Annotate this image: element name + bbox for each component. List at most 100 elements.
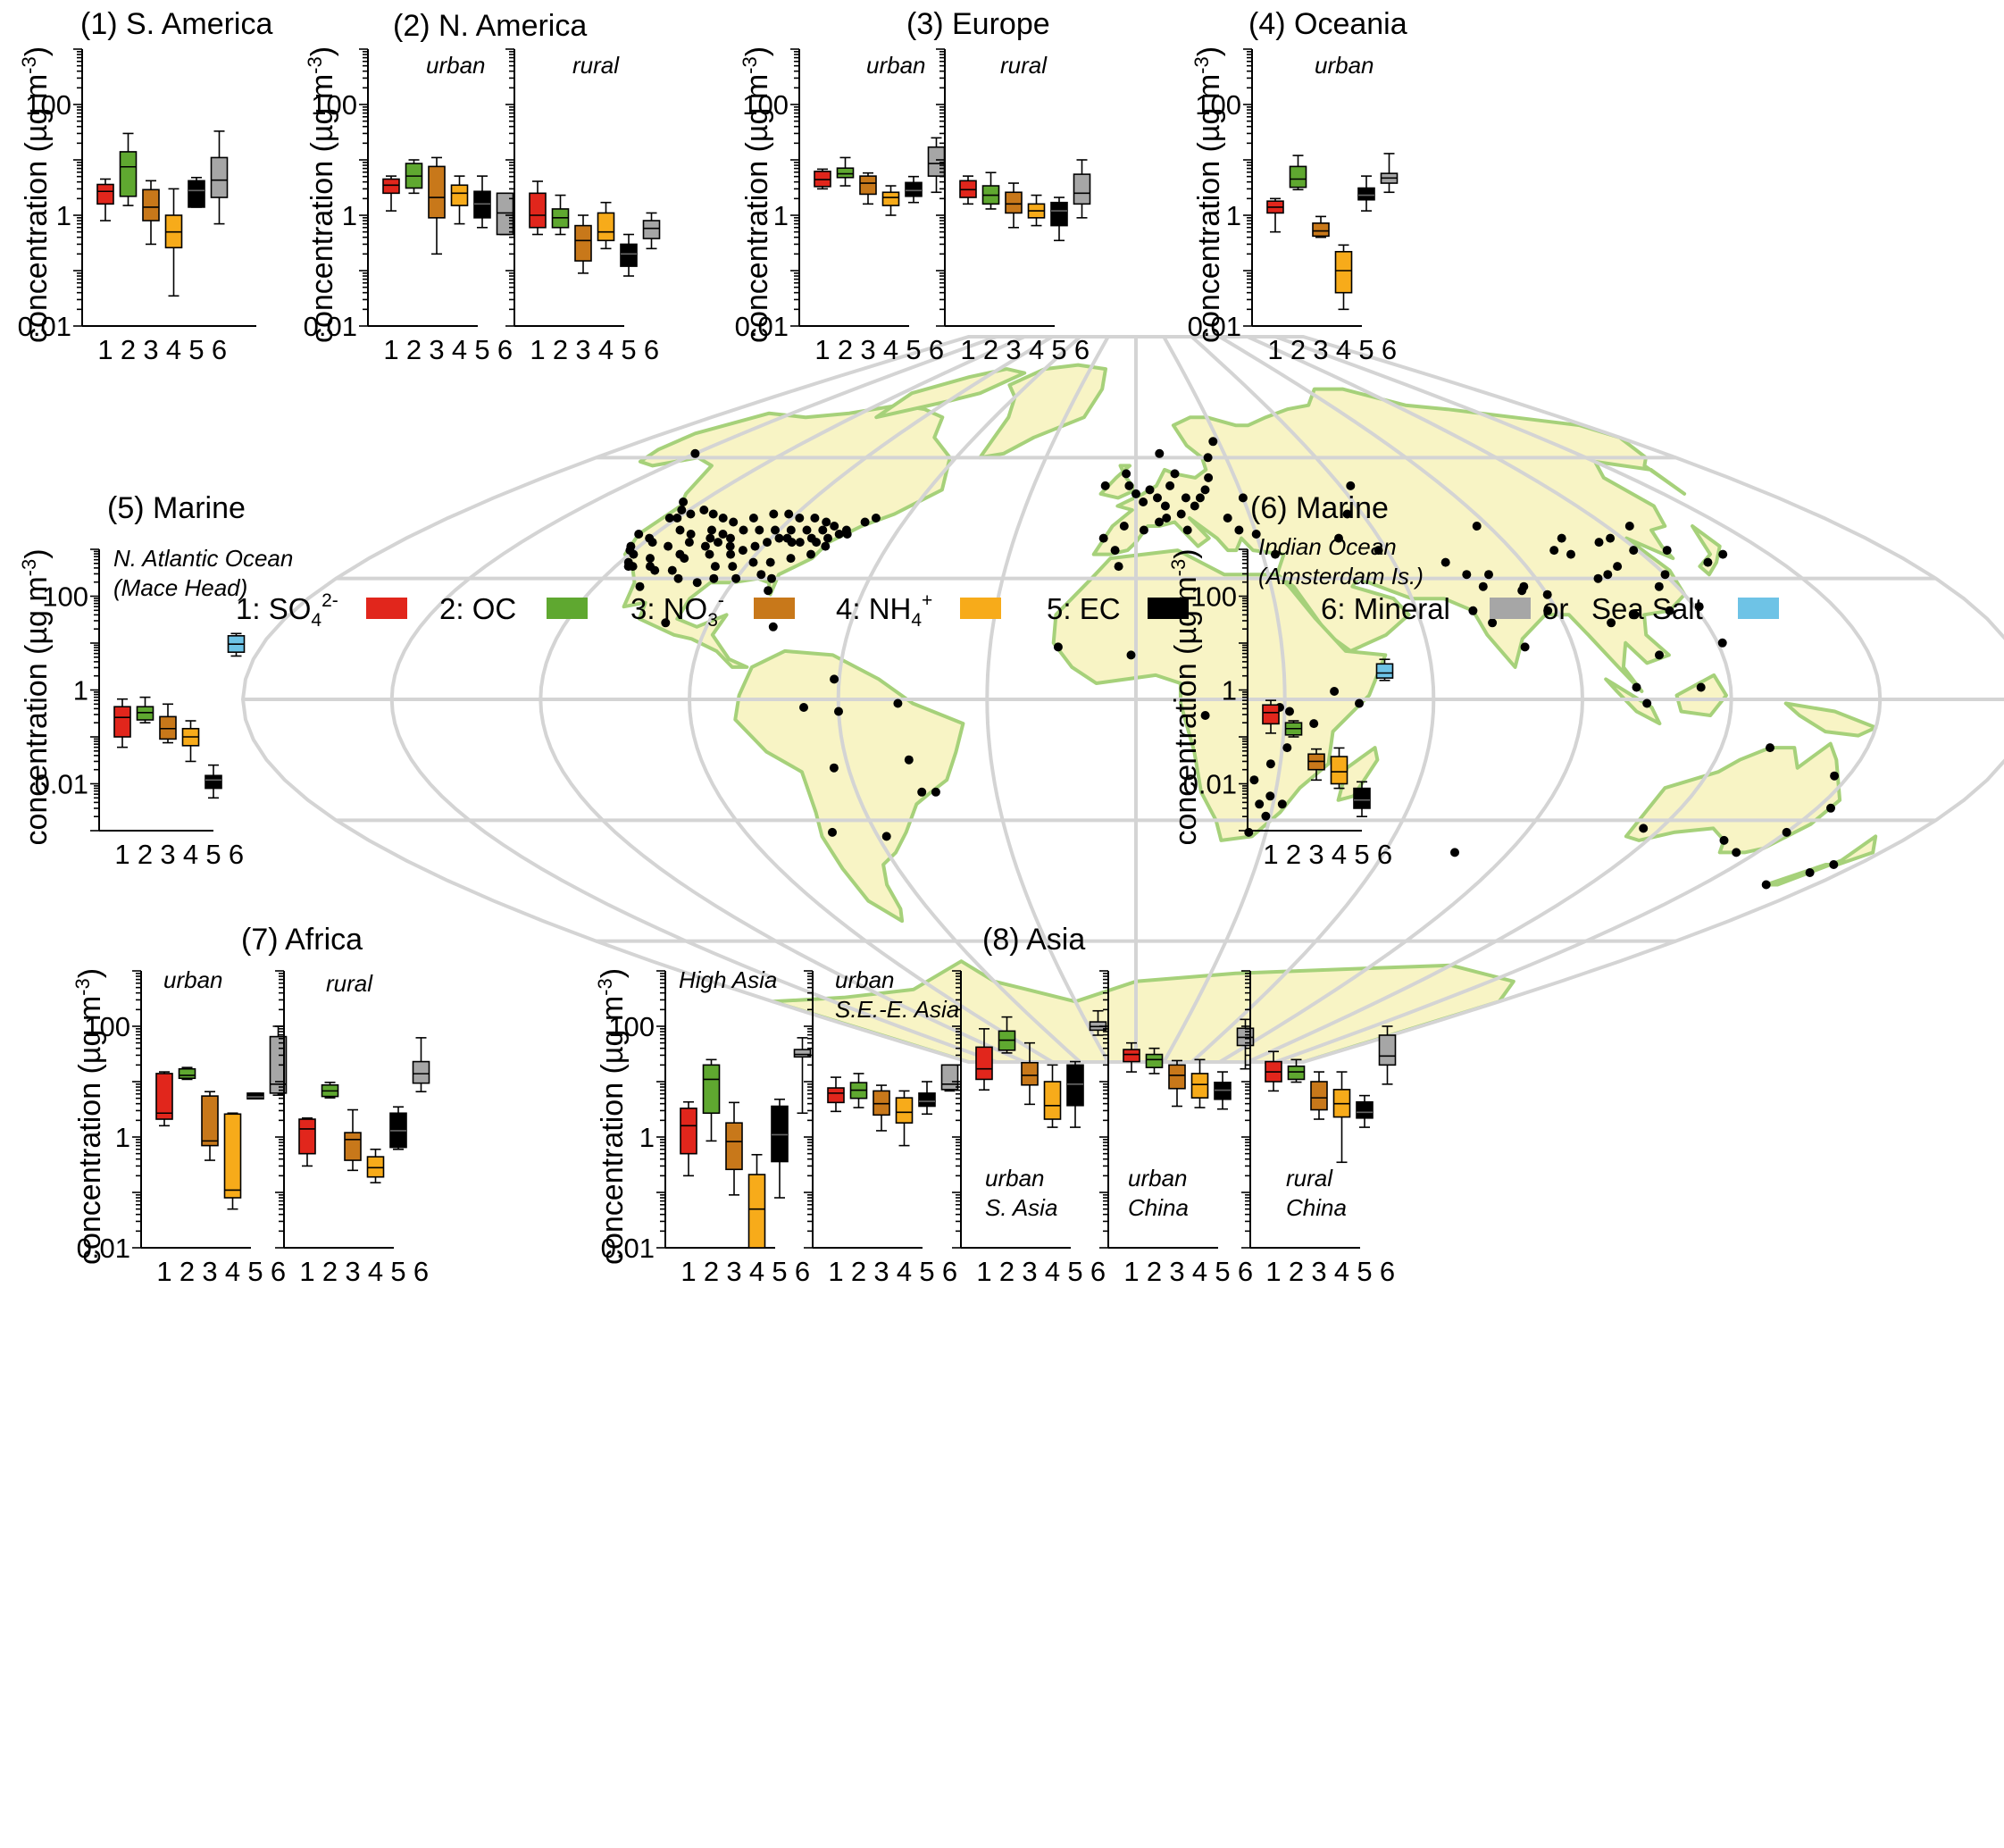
x-tick-label: 5 [1215,1256,1230,1287]
new-guinea [1783,701,1878,738]
x-tick-label: 4 [1029,334,1044,365]
box-5 [1050,197,1068,242]
x-tick-label: 2 [180,1256,195,1287]
x-tick-label: 6 [795,1256,810,1287]
legend-sea-salt-swatch [1738,598,1779,619]
site-dot [756,570,766,580]
site-dot [787,538,797,548]
south-america [733,648,965,924]
site-dot [729,517,739,527]
site-dot [1549,546,1559,556]
box [344,1132,362,1161]
box-1 [155,1071,173,1127]
x-tick-label: 1 [1263,839,1278,870]
y-tick-label: 0.01 [18,311,71,342]
site-dot [830,674,839,684]
site-dot [1204,472,1214,482]
box-6 [793,1037,812,1115]
panel-label: Indian Ocean [1258,533,1397,560]
box-3 [725,1101,743,1196]
box-3 [1307,748,1325,782]
site-dot [931,787,940,797]
box-5 [1356,1094,1374,1128]
site-dot [1181,493,1190,503]
site-dot [1153,493,1162,503]
site-dot [823,533,832,543]
x-tick-label: 3 [345,1256,360,1287]
box-4 [747,1153,766,1249]
legend-item-6: 6: Mineral [1321,592,1531,625]
box-4 [366,1148,385,1183]
site-dot [1782,827,1791,837]
x-tick-label: 1 [828,1256,843,1287]
box [873,1090,890,1116]
site-dot [1594,538,1604,548]
legend-swatch [366,598,407,619]
box [428,165,446,219]
box [1330,756,1349,785]
panel-label: China [1286,1194,1347,1221]
x-tick-label: 1 [960,334,975,365]
site-dot [1170,469,1180,479]
site-dot [771,525,780,535]
panel-title: (4) Oceania [1248,7,1407,41]
site-dot [818,525,828,535]
site-dot [1542,590,1552,599]
panel-12: 1 2 3 4 5 6 urban S.E.-E. Asia [804,966,959,1287]
x-tick-label: 2 [322,1256,338,1287]
map-outline [240,335,2004,1064]
box-2 [405,159,423,195]
x-tick-label: 1 [1123,1256,1139,1287]
x-tick-label: 2 [838,334,853,365]
box-3 [1310,1071,1328,1120]
box [642,220,661,239]
site-dot [1732,848,1741,857]
box-6 [1378,1025,1397,1085]
x-tick-label: 6 [929,334,944,365]
x-tick-label: 4 [883,334,898,365]
box [142,188,160,222]
site-dot [673,573,683,583]
legend-label: 3: NO3- [630,590,724,631]
site-dot [904,755,914,765]
site-markers [623,437,1840,890]
box-1 [96,178,114,222]
x-tick-label: 5 [390,1256,405,1287]
box-4 [181,720,200,763]
panel-label: China [1128,1194,1189,1221]
x-tick-label: 4 [368,1256,383,1287]
site-dot [1223,514,1232,523]
box-4 [164,188,183,297]
box-2 [1284,720,1303,738]
legend-item-5: 5: EC [1047,592,1189,625]
box-5 [473,175,491,229]
site-dot [1100,481,1110,490]
site-dot [748,557,758,567]
box-5 [771,1098,789,1199]
site-dot [1468,606,1478,615]
box [113,706,131,738]
site-dot [763,538,772,548]
legend-label: 6: Mineral [1321,592,1450,625]
legend-item-2: 2: OC [439,592,588,625]
site-dot [1629,546,1639,556]
site-dot [799,703,808,712]
box-3 [859,171,877,205]
x-tick-label: 5 [1051,334,1066,365]
panel-title: (5) Marine [107,491,246,525]
box-2 [1145,1047,1164,1075]
site-dot [1124,481,1134,490]
site-dot [830,522,839,531]
site-dot [764,586,773,596]
site-dot [680,554,689,564]
x-tick-label: 2 [999,1256,1015,1287]
y-axis-title: concentration (µg m-3) [594,968,630,1265]
site-dot [1703,557,1713,567]
site-dot [1110,546,1120,556]
x-tick-label: 6 [271,1256,286,1287]
box-5 [1353,781,1371,817]
y-tick-label: 0.01 [77,1233,130,1264]
panel-title: (7) Africa [241,923,363,957]
site-dot [707,525,716,535]
box [1310,1081,1328,1111]
